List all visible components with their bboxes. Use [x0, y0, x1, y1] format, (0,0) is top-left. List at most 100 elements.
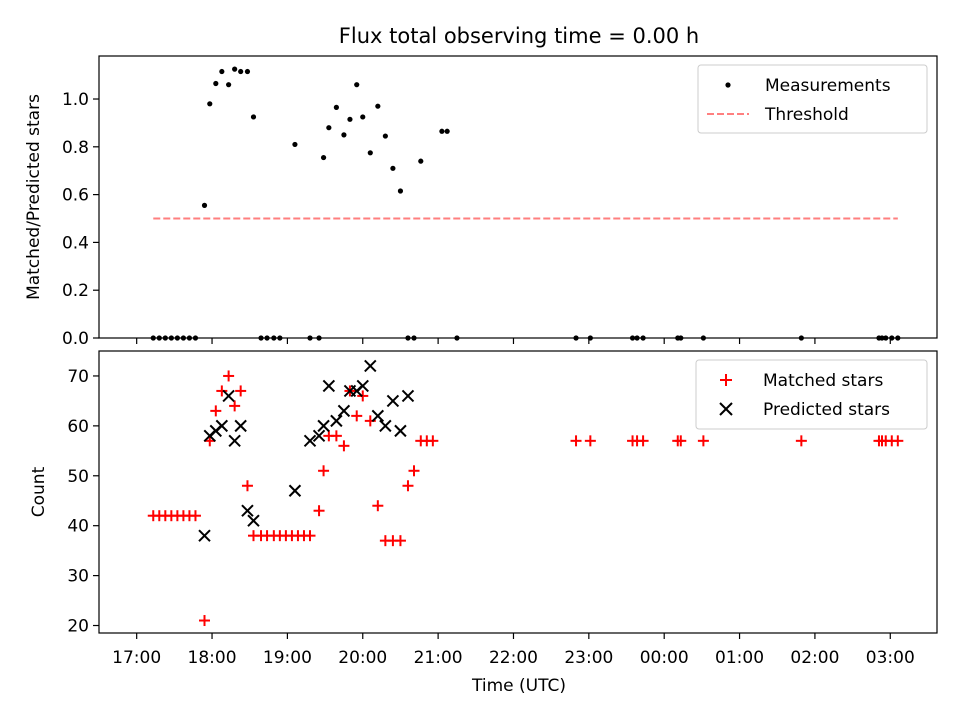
matched-stars-point — [427, 435, 439, 447]
matched-stars-point — [584, 435, 596, 447]
measurements-point — [244, 68, 251, 75]
ratio-panel-frame — [98, 55, 938, 339]
predicted-stars-point — [386, 394, 400, 408]
measurements-point — [439, 128, 445, 134]
legend-matched-marker — [720, 374, 732, 386]
predicted-stars-point — [379, 419, 392, 433]
count-y-axis-label: Count — [29, 466, 49, 517]
legend-measurements-label: Measurements — [765, 76, 891, 96]
measurements-point — [226, 82, 232, 88]
measurements-point — [333, 104, 339, 110]
measurements-point — [347, 116, 353, 122]
predicted-stars-point — [288, 484, 302, 497]
matched-stars-point — [408, 465, 420, 477]
matched-stars-point — [357, 390, 369, 402]
predicted-stars-point — [303, 434, 317, 448]
measurements-point — [382, 133, 388, 139]
ratio-legend: Measurements Threshold — [697, 64, 928, 134]
predicted-stars-point — [330, 414, 343, 428]
matched-stars-point — [675, 435, 687, 447]
predicted-stars-point — [356, 379, 369, 393]
measurements-point — [360, 114, 366, 120]
x-tick-label: 18:00 — [188, 648, 237, 668]
predicted-stars-point — [228, 434, 241, 448]
matched-stars-point — [330, 430, 342, 442]
x-tick-label: 19:00 — [263, 648, 312, 668]
matched-stars-point — [351, 410, 363, 422]
measurements-point — [238, 68, 244, 75]
ratio-y-tick-label: 0.2 — [62, 281, 89, 301]
matched-stars-point — [216, 385, 228, 397]
predicted-stars-point — [322, 379, 336, 393]
predicted-stars-point — [312, 429, 326, 443]
matched-stars-point — [637, 435, 649, 447]
measurements-point — [354, 82, 360, 88]
measurements-point — [207, 101, 213, 107]
predicted-stars-point — [234, 419, 247, 433]
predicted-stars-point — [198, 529, 211, 542]
ratio-y-tick-label: 1.0 — [62, 90, 89, 110]
predicted-stars-point — [337, 404, 351, 418]
measurements-point — [397, 188, 404, 194]
measurements-point — [367, 150, 373, 156]
matched-stars-point — [189, 510, 201, 522]
matched-stars-point — [402, 480, 414, 492]
x-tick-label: 03:00 — [866, 648, 915, 668]
matched-stars-point — [235, 385, 247, 397]
ratio-panel: 0.0 0.2 0.4 0.6 0.8 1.0 Matched/Predicted sta… — [24, 55, 938, 349]
predicted-stars-point — [394, 424, 407, 438]
matched-stars-point — [372, 500, 384, 512]
measurements-point — [201, 202, 208, 208]
predicted-stars-point — [247, 514, 260, 527]
count-panel: 20 30 40 50 60 70 17:00 18:00 19:00 20:00 21:00 22… — [29, 350, 938, 696]
count-y-tick-label: 30 — [67, 567, 89, 587]
predicted-stars-point — [215, 419, 229, 433]
measurements-point — [292, 141, 298, 148]
ratio-y-tick-label: 0.4 — [62, 233, 89, 253]
matched-stars-point — [394, 535, 406, 547]
measurements-point — [320, 154, 327, 161]
ratio-y-tick-label: 0.6 — [62, 186, 89, 206]
count-legend-box — [695, 359, 928, 430]
x-tick-label: 21:00 — [414, 648, 463, 668]
x-tick-label: 02:00 — [790, 648, 839, 668]
count-panel-frame — [98, 350, 938, 634]
chart-title: Flux total observing time = 0.00 h — [339, 24, 699, 48]
measurements-point — [375, 103, 381, 109]
matched-stars-point — [229, 400, 241, 412]
matched-stars-point — [892, 435, 904, 447]
x-tick-label: 20:00 — [338, 648, 387, 668]
legend-matched-label: Matched stars — [763, 371, 883, 391]
matched-stars-point — [338, 440, 350, 452]
legend-predicted-marker — [719, 402, 733, 416]
x-tick-label: 00:00 — [640, 648, 689, 668]
matched-stars-point — [318, 465, 330, 477]
ratio-y-axis-label: Matched/Predicted stars — [24, 94, 44, 300]
matched-stars-point — [795, 435, 807, 447]
ratio-y-tick-label: 0.8 — [62, 138, 89, 158]
measurements-point — [213, 80, 219, 87]
measurements-point — [418, 158, 424, 164]
count-y-tick-label: 20 — [67, 617, 89, 637]
measurements-point — [219, 68, 225, 75]
count-y-tick-label: 40 — [67, 517, 89, 537]
x-tick-label: 22:00 — [489, 648, 538, 668]
predicted-stars-point — [317, 419, 330, 433]
legend-measurements-marker — [725, 82, 731, 88]
legend-predicted-label: Predicted stars — [763, 400, 890, 420]
measurements-point — [232, 66, 238, 72]
measurements-point — [326, 125, 332, 131]
count-y-tick-label: 70 — [67, 367, 89, 387]
matched-stars-point — [570, 435, 582, 447]
legend-threshold-label: Threshold — [764, 105, 849, 125]
measurements-point — [250, 114, 257, 120]
count-y-tick-label: 60 — [67, 417, 89, 437]
matched-stars-point — [199, 615, 211, 627]
predicted-stars-point — [364, 359, 377, 373]
ratio-y-tick-label: 0.0 — [62, 329, 89, 349]
matched-stars-point — [304, 530, 316, 542]
predicted-stars-point — [401, 389, 415, 403]
predicted-stars-point — [371, 409, 385, 423]
measurements-point — [341, 132, 347, 138]
